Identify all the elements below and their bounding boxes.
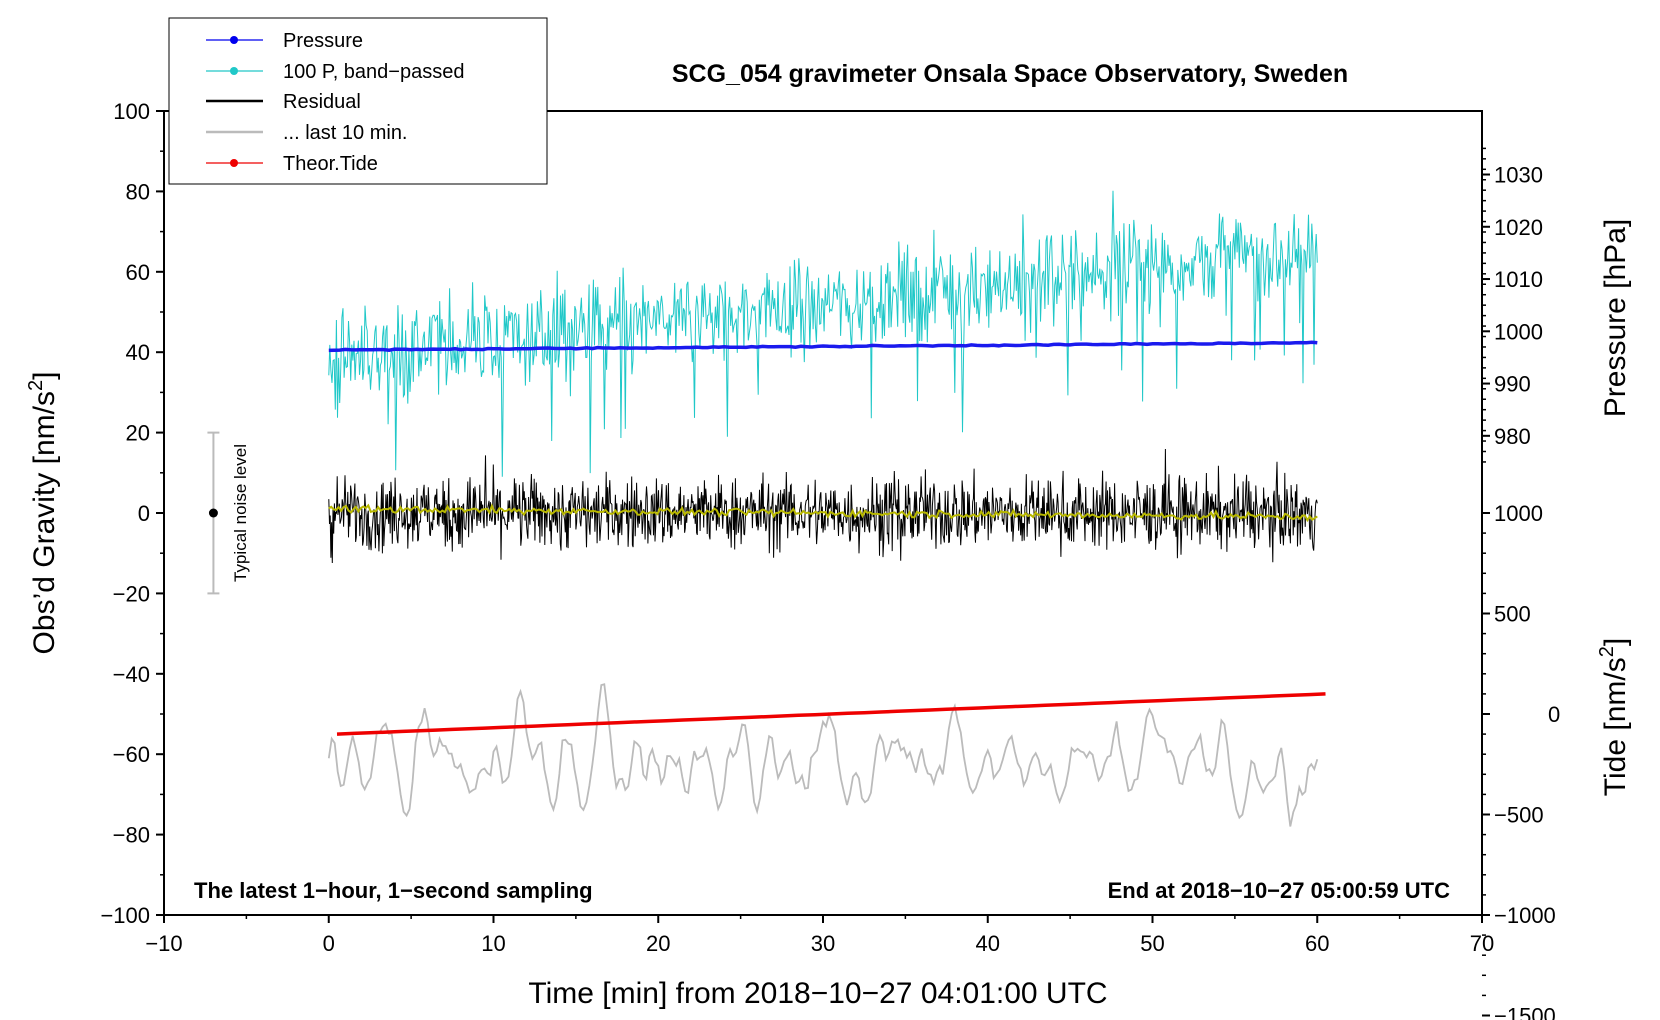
y-tick-label: −100 bbox=[100, 903, 150, 928]
sampling-info-annotation: The latest 1−hour, 1−second sampling bbox=[194, 878, 593, 903]
legend-entry-last-10-min: ... last 10 min. bbox=[206, 122, 408, 144]
tide-tick-label: −500 bbox=[1494, 803, 1544, 828]
y-tick-label: −80 bbox=[113, 823, 150, 848]
legend-label-last-10-min: ... last 10 min. bbox=[283, 122, 408, 144]
x-tick-label: 20 bbox=[646, 931, 670, 956]
pressure-tick-label: 1010 bbox=[1494, 267, 1543, 292]
end-time-annotation: End at 2018−10−27 05:00:59 UTC bbox=[1108, 878, 1451, 903]
pressure-tick-label: 980 bbox=[1494, 424, 1531, 449]
legend-label-theor-tide: Theor.Tide bbox=[283, 153, 378, 175]
y-tick-label: 100 bbox=[113, 99, 150, 124]
band-passed-series-line bbox=[328, 190, 1318, 477]
noise-level-bar bbox=[207, 431, 220, 595]
pressure-tick-label: 990 bbox=[1494, 372, 1531, 397]
y-tick-label: −40 bbox=[113, 662, 150, 687]
y-tick-label: 0 bbox=[138, 501, 150, 526]
y-axis-title-gravity: Obs’d Gravity [nm/s2] bbox=[25, 372, 61, 655]
y-axis-title-gravity-main: Obs’d Gravity [nm/s bbox=[28, 391, 61, 654]
legend-swatch-marker bbox=[230, 67, 238, 75]
y-tick-label: 20 bbox=[126, 421, 150, 446]
noise-bar-center-dot bbox=[208, 508, 218, 518]
y-axis-title-tide-sup: 2 bbox=[1596, 646, 1618, 657]
x-tick-label: 50 bbox=[1140, 931, 1164, 956]
y-tick-label: 40 bbox=[126, 340, 150, 365]
noise-level-label: Typical noise level bbox=[231, 444, 250, 582]
tide-tick-label: −1500 bbox=[1494, 1004, 1556, 1020]
axis-layer: −10 0 10 20 30 40 50 60 70100806040200−20−40−60−… bbox=[100, 99, 1560, 1020]
residual-smoothed-series-line bbox=[328, 503, 1318, 523]
x-tick-label: 30 bbox=[811, 931, 835, 956]
y-axis-title-gravity-end: ] bbox=[28, 372, 61, 380]
legend-swatch-marker bbox=[230, 159, 238, 167]
y-axis-title-pressure: Pressure [hPa] bbox=[1599, 219, 1632, 417]
tide-tick-label: 1000 bbox=[1494, 501, 1543, 526]
y-axis-title-gravity-sup: 2 bbox=[25, 380, 47, 391]
last-10-min-series-line bbox=[327, 683, 1319, 827]
pressure-tick-label: 1020 bbox=[1494, 215, 1543, 240]
tide-tick-label: 500 bbox=[1494, 602, 1531, 627]
x-tick-label: −10 bbox=[145, 931, 182, 956]
legend-entry-pressure: Pressure bbox=[206, 30, 363, 52]
x-axis-title: Time [min] from 2018−10−27 04:01:00 UTC bbox=[528, 977, 1107, 1010]
y-tick-label: 60 bbox=[126, 260, 150, 285]
tide-tick-label: −1000 bbox=[1494, 903, 1556, 928]
legend-entry-band-passed: 100 P, band−passed bbox=[206, 61, 464, 83]
theor-tide-series-line bbox=[336, 692, 1326, 736]
x-tick-label: 0 bbox=[323, 931, 335, 956]
pressure-tick-label: 1000 bbox=[1494, 319, 1543, 344]
tide-tick-label: 0 bbox=[1548, 702, 1560, 727]
pressure-series-line bbox=[328, 340, 1318, 353]
legend-entry-theor-tide: Theor.Tide bbox=[206, 153, 378, 175]
legend-swatch-marker bbox=[230, 36, 238, 44]
legend-entry-residual: Residual bbox=[206, 91, 361, 113]
x-tick-label: 10 bbox=[481, 931, 505, 956]
y-axis-title-tide-end: ] bbox=[1599, 638, 1632, 646]
legend-label-residual: Residual bbox=[283, 91, 361, 113]
y-tick-label: −60 bbox=[113, 742, 150, 767]
legend-label-pressure: Pressure bbox=[283, 30, 363, 52]
legend: Pressure 100 P, band−passed Residual ...… bbox=[168, 17, 548, 185]
y-axis-title-tide: Tide [nm/s2] bbox=[1596, 638, 1632, 796]
y-tick-label: −20 bbox=[113, 581, 150, 606]
x-tick-label: 40 bbox=[976, 931, 1000, 956]
legend-label-band-passed: 100 P, band−passed bbox=[283, 61, 464, 83]
pressure-tick-label: 1030 bbox=[1494, 163, 1543, 188]
y-tick-label: 80 bbox=[126, 179, 150, 204]
x-tick-label: 60 bbox=[1305, 931, 1329, 956]
chart-title: SCG_054 gravimeter Onsala Space Observat… bbox=[672, 60, 1348, 88]
y-axis-title-tide-main: Tide [nm/s bbox=[1599, 657, 1632, 796]
series-layer bbox=[327, 190, 1326, 827]
